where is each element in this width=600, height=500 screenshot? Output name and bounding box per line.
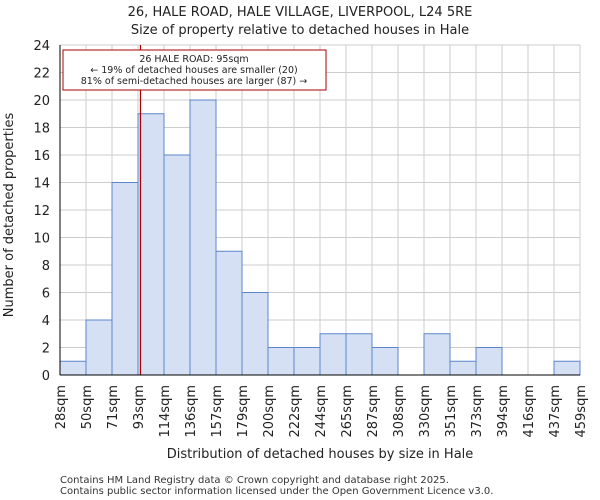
bars — [59, 99, 581, 376]
y-tick-label: 12 — [33, 204, 50, 219]
x-tick-labels: 28sqm 50sqm 71sqm 93sqm 114sqm 136sqm 157sqm 17… — [54, 385, 589, 438]
bar-136sqm — [189, 99, 217, 376]
y-tick-label: 0 — [42, 369, 50, 384]
x-tick-label: 437sqm — [548, 385, 563, 438]
bar-157sqm — [215, 250, 243, 376]
bar-93sqm — [137, 113, 165, 376]
bar-222sqm — [293, 347, 321, 376]
y-tick-label: 20 — [33, 94, 50, 109]
annotation-box: 26 HALE ROAD: 95sqm ← 19% of detached ho… — [62, 49, 327, 91]
footer-line-2: Contains public sector information licen… — [60, 486, 493, 497]
x-axis-label: Distribution of detached houses by size … — [167, 447, 474, 462]
y-tick-label: 16 — [33, 149, 50, 164]
y-tick-label: 10 — [33, 232, 50, 247]
x-tick-label: 373sqm — [470, 385, 485, 438]
bar-373sqm — [475, 347, 503, 376]
y-tick-label: 2 — [42, 342, 50, 357]
bar-265sqm — [345, 333, 373, 376]
bar-114sqm — [163, 154, 191, 376]
x-tick-label: 222sqm — [288, 385, 303, 438]
annotation-line-3: 81% of semi-detached houses are larger (… — [81, 76, 308, 87]
x-tick-label: 459sqm — [574, 385, 589, 438]
x-tick-label: 200sqm — [262, 385, 277, 438]
x-tick-label: 93sqm — [132, 385, 147, 429]
y-tick-label: 8 — [42, 259, 50, 274]
chart-title: 26, HALE ROAD, HALE VILLAGE, LIVERPOOL, … — [128, 5, 473, 20]
y-tick-label: 14 — [33, 177, 50, 192]
x-tick-label: 351sqm — [444, 385, 459, 438]
y-tick-label: 4 — [42, 314, 50, 329]
bar-351sqm — [449, 360, 477, 376]
bar-50sqm — [85, 319, 113, 376]
x-tick-label: 416sqm — [522, 385, 537, 438]
bar-330sqm — [423, 333, 451, 376]
bar-287sqm — [371, 347, 399, 376]
annotation-border — [62, 49, 327, 91]
y-tick-label: 18 — [33, 122, 50, 137]
x-tick-label: 265sqm — [340, 385, 355, 438]
x-tick-label: 50sqm — [80, 385, 95, 429]
x-tick-label: 28sqm — [54, 385, 69, 429]
x-tick-label: 308sqm — [392, 385, 407, 438]
x-tick-label: 71sqm — [106, 385, 121, 429]
axes — [59, 45, 580, 376]
x-tick-label: 157sqm — [210, 385, 225, 438]
bar-200sqm — [267, 347, 295, 376]
x-tick-label: 287sqm — [366, 385, 381, 438]
x-tick-label: 136sqm — [184, 385, 199, 438]
x-tick-label: 330sqm — [418, 385, 433, 438]
y-axis-label: Number of detached properties — [2, 113, 17, 318]
footer-line-1: Contains HM Land Registry data © Crown c… — [60, 475, 449, 486]
y-tick-label: 22 — [33, 67, 50, 82]
chart-subtitle: Size of property relative to detached ho… — [131, 23, 469, 38]
bar-437sqm — [553, 360, 581, 376]
x-tick-label: 114sqm — [158, 385, 173, 438]
annotation-line-2: ← 19% of detached houses are smaller (20… — [90, 65, 297, 76]
bar-28sqm — [59, 360, 87, 376]
x-tick-label: 394sqm — [496, 385, 511, 438]
bar-71sqm — [111, 182, 139, 376]
annotation-line-1: 26 HALE ROAD: 95sqm — [139, 54, 248, 65]
bar-244sqm — [319, 333, 347, 376]
y-tick-label: 24 — [33, 39, 50, 54]
bar-179sqm — [241, 292, 269, 376]
y-tick-label: 6 — [42, 287, 50, 302]
x-tick-label: 179sqm — [236, 385, 251, 438]
x-tick-label: 244sqm — [314, 385, 329, 438]
